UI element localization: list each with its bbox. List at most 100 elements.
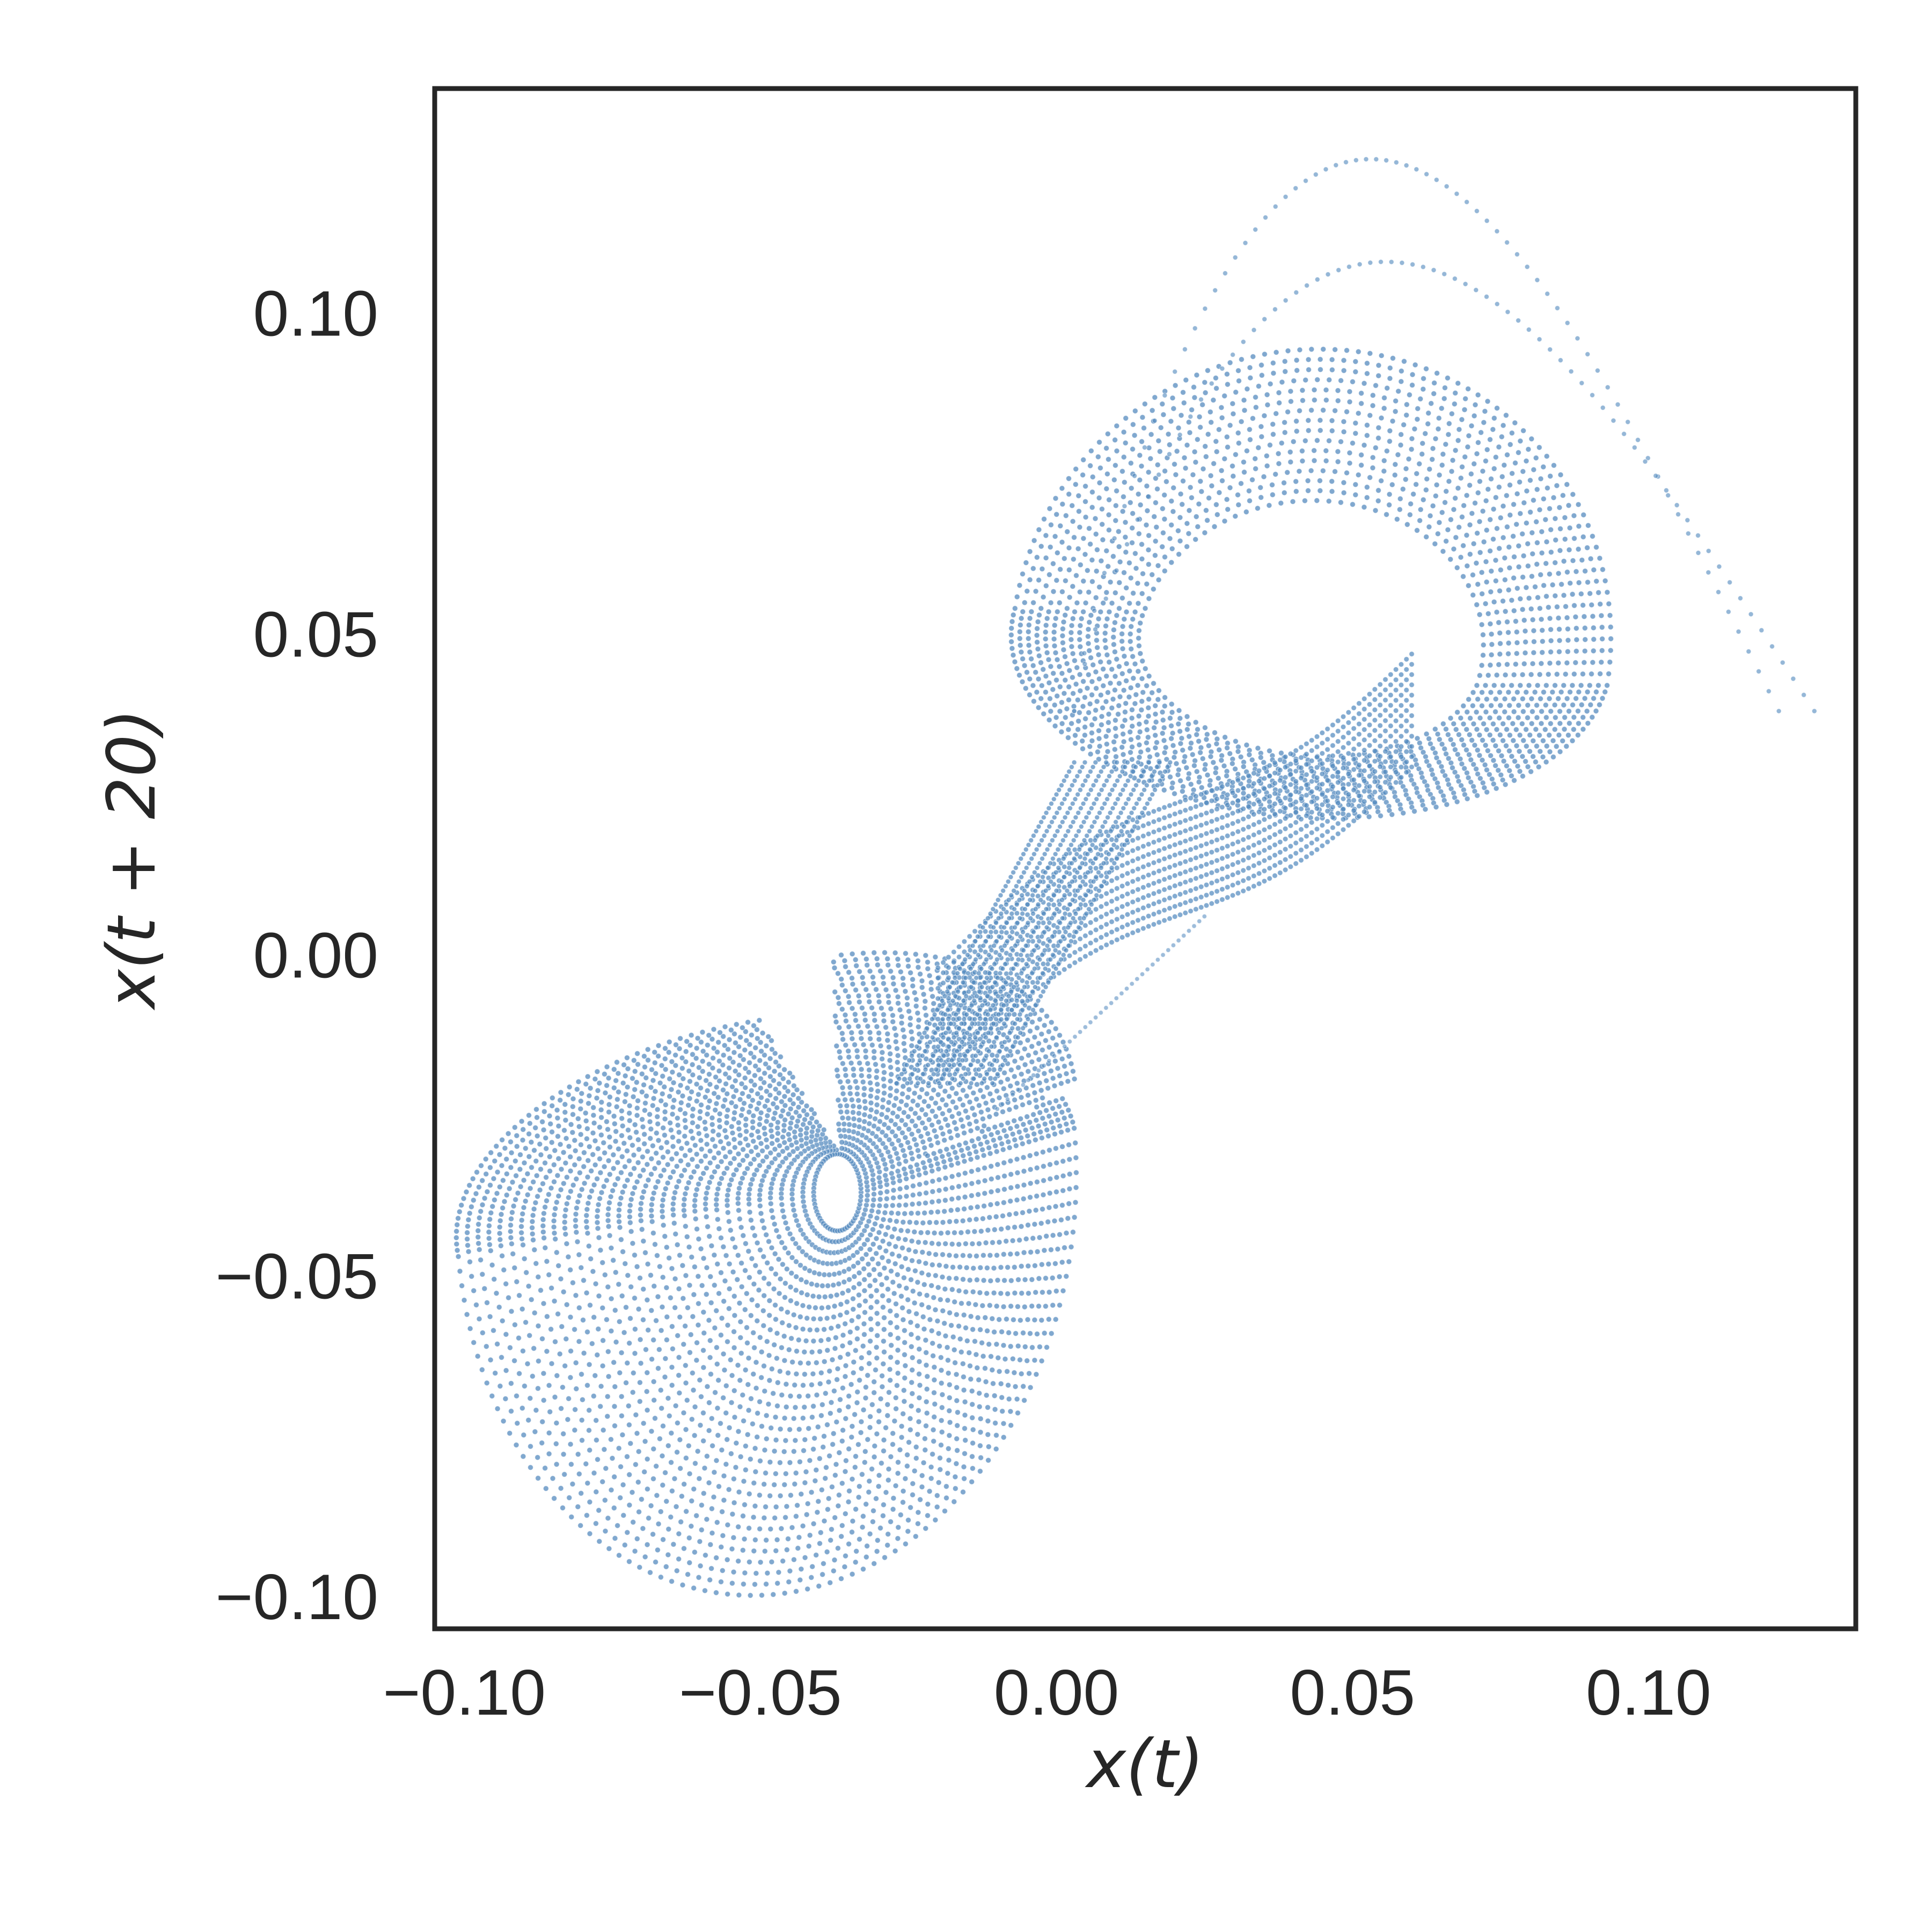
scatter-point [767,1195,774,1201]
scatter-point [640,1420,647,1426]
scatter-point [650,1475,657,1482]
scatter-point [856,1104,862,1110]
scatter-point [1046,1161,1053,1168]
scatter-point [961,1387,967,1393]
scatter-point [763,1581,770,1587]
scatter-point [682,1362,689,1368]
scatter-point [924,1091,930,1097]
scatter-point [940,1131,946,1137]
scatter-point [1022,1343,1028,1350]
scatter-point [624,1529,631,1536]
scatter-point [852,987,859,993]
scatter-point [575,1115,581,1122]
scatter-point [905,1247,912,1253]
scatter-point [621,1329,627,1336]
scatter-point [729,1130,736,1136]
scatter-point [903,1175,910,1182]
scatter-point [885,1099,892,1106]
scatter-point [738,1112,745,1118]
scatter-point [645,1327,652,1333]
scatter-point [907,1426,913,1433]
scatter-point [967,1253,973,1259]
scatter-point [649,1102,656,1109]
scatter-point [1038,1031,1045,1037]
scatter-point [1102,645,1109,651]
scatter-point [683,1185,690,1191]
scatter-point [801,1371,808,1378]
scatter-point [657,1080,663,1086]
scatter-point [764,1113,771,1119]
scatter-point [1227,485,1233,491]
scatter-point [1056,1231,1063,1238]
scatter-point [988,1163,994,1169]
scatter-point [986,1214,993,1221]
scatter-point [839,1036,846,1043]
scatter-point [757,1334,763,1341]
scatter-point [980,1277,987,1284]
scatter-point [567,1188,574,1195]
scatter-point [726,1424,733,1431]
scatter-point [956,1110,962,1117]
scatter-point [901,1387,907,1394]
scatter-point [606,1134,613,1140]
scatter-point [1447,556,1454,562]
scatter-point [770,1214,776,1221]
scatter-point [640,1124,646,1130]
scatter-point [987,1353,994,1360]
scatter-point [518,1217,525,1224]
scatter-point [772,1155,778,1162]
scatter-point [1132,661,1138,667]
scatter-point [1188,740,1195,747]
scatter-point [1045,1316,1052,1322]
scatter-point [711,1090,718,1097]
scatter-point [613,1339,619,1345]
scatter-point [768,1037,775,1044]
scatter-point [1171,754,1177,760]
scatter-point [619,1293,625,1299]
scatter-point [1058,1080,1065,1087]
scatter-point [1466,751,1473,758]
scatter-point [1036,1016,1043,1023]
scatter-point [1026,1370,1033,1377]
scatter-point [1097,692,1104,698]
scatter-point [475,1184,482,1190]
scatter-point [961,1312,967,1318]
scatter-point [971,1111,978,1118]
scatter-point [960,1152,967,1159]
scatter-point [930,1188,936,1195]
scatter-point [963,1093,970,1099]
scatter-point [645,1057,652,1064]
scatter-point [1130,675,1137,682]
scatter-point [831,1271,838,1277]
scatter-point [753,1570,759,1577]
scatter-point [773,1095,779,1102]
scatter-point [1021,1397,1028,1403]
scatter-point [913,1161,920,1168]
scatter-point [892,1133,899,1139]
scatter-point [724,1202,730,1209]
scatter-point [774,1403,781,1409]
scatter-point [470,1175,476,1182]
scatter-point [628,1228,634,1235]
scatter-point [568,1514,575,1520]
scatter-point [1246,488,1252,494]
scatter-point [797,1577,803,1583]
scatter-point [735,1043,742,1050]
scatter-point [1129,723,1136,729]
scatter-point [773,1504,779,1510]
scatter-point [862,1395,869,1401]
scatter-point [1500,720,1506,727]
scatter-point [706,1233,713,1240]
scatter-point [938,1125,945,1131]
scatter-point [1001,1173,1008,1179]
scatter-point [702,1206,709,1212]
scatter-point [648,1428,655,1435]
scatter-point [1031,1131,1037,1137]
scatter-point [648,1307,655,1314]
scatter-point [546,1271,552,1278]
scatter-point [689,1498,695,1504]
scatter-point [824,1283,831,1289]
scatter-point [994,1201,1000,1207]
scatter-point [606,1144,613,1150]
scatter-point [531,1206,537,1212]
